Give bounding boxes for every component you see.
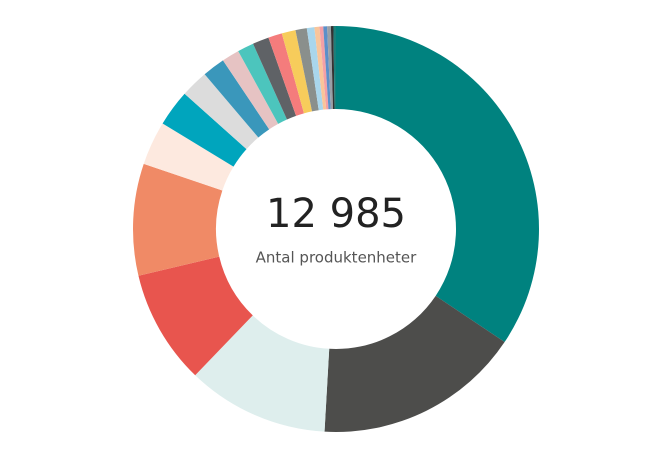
slice bbox=[324, 295, 505, 432]
slice bbox=[132, 163, 223, 276]
slice bbox=[336, 26, 539, 343]
slice bbox=[306, 27, 324, 111]
slice bbox=[268, 33, 304, 116]
slice bbox=[195, 315, 330, 432]
slice bbox=[143, 123, 234, 191]
slice bbox=[238, 43, 287, 124]
slice bbox=[323, 26, 331, 110]
slice bbox=[333, 26, 336, 110]
slice bbox=[222, 51, 279, 130]
center-label: Antal produktenheter bbox=[256, 249, 417, 267]
slice bbox=[204, 60, 270, 138]
slice bbox=[330, 26, 335, 110]
slice bbox=[184, 74, 259, 150]
slice bbox=[295, 28, 319, 112]
slice bbox=[138, 256, 253, 376]
center-value: 12 985 bbox=[266, 191, 406, 237]
slice bbox=[281, 30, 313, 114]
slice bbox=[162, 93, 247, 167]
slice bbox=[327, 26, 333, 110]
slice bbox=[319, 26, 329, 110]
donut bbox=[132, 26, 539, 432]
slice bbox=[314, 26, 327, 110]
slice bbox=[253, 37, 297, 120]
